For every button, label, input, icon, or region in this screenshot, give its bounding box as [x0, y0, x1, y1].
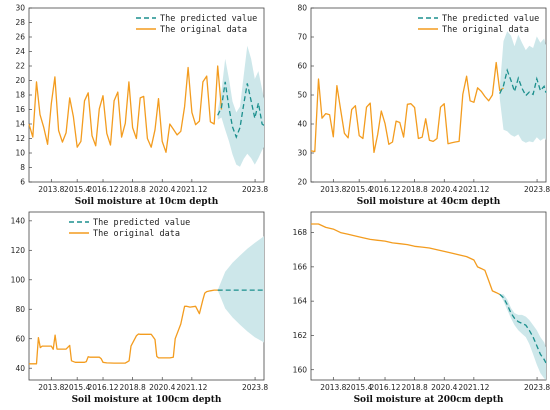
chart-1-y-tick-label: 22 — [15, 62, 25, 71]
chart-2-x-tick-label: 2020.4 — [431, 185, 457, 194]
chart-1-y-tick-label: 30 — [15, 4, 25, 13]
chart-2-y-tick-label: 70 — [297, 33, 307, 42]
chart-1-x-tick-label: 2018.8 — [120, 185, 146, 194]
chart-4-predicted-line — [499, 293, 547, 364]
chart-1-legend-predicted-label: The predicted value — [160, 14, 257, 24]
chart-4-x-tick-label: 2020.4 — [431, 383, 457, 392]
chart-1: 6 8 10 12 14 16 18 20 22 24 26 28 30 2013.8 2015.42016… — [15, 4, 268, 207]
chart-2-y-tick-label: 40 — [297, 120, 307, 129]
chart-1-caption: Soil moisture at 10cm depth — [75, 197, 219, 207]
chart-1-x-tick-label: 2021.12 — [176, 185, 207, 194]
chart-1-y-tick-label: 8 — [20, 163, 25, 172]
chart-2-x-tick-label: 2021.12 — [458, 185, 489, 194]
chart-3-x-tick-label: 2021.12 — [176, 383, 207, 392]
chart-1-x-tick-label: 2013.8 — [38, 185, 64, 194]
chart-4-y-tick-label: 164 — [293, 297, 308, 306]
chart-2-original-line — [310, 61, 504, 154]
chart-2-confidence-band — [499, 31, 546, 143]
chart-4-frame — [310, 211, 547, 381]
chart-1-y-tick-label: 14 — [15, 120, 25, 129]
chart-1-legend-original-label: The original data — [160, 25, 247, 35]
chart-4-y-tick-label: 162 — [293, 331, 308, 340]
chart-3-caption: Soil moisture at 100cm depth — [72, 395, 222, 405]
chart-1-original-line — [28, 65, 223, 153]
chart-1-y-tick-label: 16 — [15, 105, 25, 114]
chart-3-y-tick-label: 100 — [11, 275, 26, 284]
chart-4-y-tick-label: 166 — [293, 262, 308, 271]
chart-1-y-tick-label: 10 — [15, 149, 25, 158]
chart-1-y-tick-label: 12 — [15, 134, 25, 143]
chart-4-y-tick-label: 168 — [293, 228, 308, 237]
chart-1-x-tick-label: 2015.4 — [64, 185, 90, 194]
chart-2-y-tick-label: 20 — [297, 178, 307, 187]
chart-3-x-tick-label: 2018.8 — [120, 383, 146, 392]
chart-2-x-tick-label: 2013.8 — [320, 185, 346, 194]
chart-1-x-tick-label: 2020.4 — [149, 185, 175, 194]
chart-2-y-tick-label: 30 — [297, 149, 307, 158]
chart-3-y-tick-label: 40 — [15, 364, 25, 373]
chart-1-y-tick-label: 28 — [15, 18, 25, 27]
chart-4-caption: Soil moisture at 200cm depth — [354, 395, 504, 405]
chart-2-y-tick-label: 60 — [297, 62, 307, 71]
chart-2-x-tick-label: 2016.12 — [370, 185, 401, 194]
chart-3-x-tick-label: 2020.4 — [149, 383, 175, 392]
chart-3-x-tick-label: 2013.8 — [38, 383, 64, 392]
chart-3-y-tick-label: 140 — [11, 216, 26, 225]
chart-4-y-tick-label: 160 — [293, 365, 308, 374]
chart-2-predicted-line — [499, 68, 547, 97]
chart-3-original-line — [29, 289, 222, 365]
chart-3-confidence-band — [217, 236, 264, 343]
chart-1-predicted-line — [217, 81, 265, 139]
chart-4-x-tick-label: 2015.4 — [346, 383, 372, 392]
chart-4-x-tick-label: 2021.12 — [458, 383, 489, 392]
chart-2-legend-original-label: The original data — [442, 25, 529, 35]
chart-2-x-tick-label: 2023.8 — [524, 185, 550, 194]
chart-2-y-tick-label: 80 — [297, 4, 307, 13]
chart-4-original-line — [311, 223, 500, 295]
chart-1-y-tick-label: 24 — [15, 47, 25, 56]
chart-3-legend-original-label: The original data — [93, 229, 180, 239]
chart-2-x-tick-label: 2015.4 — [346, 185, 372, 194]
chart-4-x-tick-label: 2018.8 — [402, 383, 428, 392]
chart-4-x-tick-label: 2016.12 — [370, 383, 401, 392]
chart-3-x-tick-label: 2016.12 — [88, 383, 119, 392]
chart-2-x-tick-label: 2018.8 — [402, 185, 428, 194]
chart-4-x-tick-label: 2023.8 — [524, 383, 550, 392]
chart-1-y-tick-label: 26 — [15, 33, 25, 42]
chart-2-caption: Soil moisture at 40cm depth — [357, 197, 501, 207]
chart-3-legend-predicted-label: The predicted value — [93, 218, 190, 228]
chart-3-y-tick-label: 80 — [15, 305, 25, 314]
chart-4-confidence-band — [499, 294, 546, 380]
chart-2-legend-predicted-label: The predicted value — [442, 14, 539, 24]
chart-4-x-tick-label: 2013.8 — [320, 383, 346, 392]
chart-1-x-tick-label: 2016.12 — [88, 185, 119, 194]
chart-1-y-tick-label: 18 — [15, 91, 25, 100]
chart-1-confidence-band — [217, 45, 264, 167]
chart-1-y-tick-label: 6 — [20, 178, 25, 187]
chart-3-x-tick-label: 2015.4 — [64, 383, 90, 392]
chart-3-y-tick-label: 60 — [15, 334, 25, 343]
chart-3-y-tick-label: 120 — [11, 246, 26, 255]
chart-1-y-tick-label: 20 — [15, 76, 25, 85]
chart-2-y-tick-label: 50 — [297, 91, 307, 100]
chart-1-x-tick-label: 2023.8 — [242, 185, 268, 194]
chart-3-x-tick-label: 2023.8 — [242, 383, 268, 392]
